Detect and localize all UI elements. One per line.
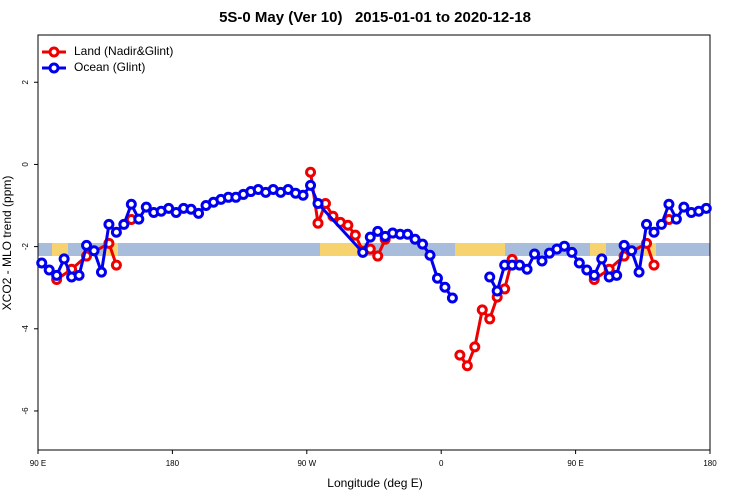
data-point [36, 257, 48, 269]
data-point [431, 272, 443, 284]
data-point [110, 226, 122, 238]
data-point [305, 166, 317, 178]
data-point [58, 253, 70, 265]
y-tick-label: -2 [21, 243, 30, 251]
data-point [81, 239, 93, 251]
data-point [88, 245, 100, 257]
data-point [633, 266, 645, 278]
x-tick-label: 0 [439, 459, 444, 468]
y-tick-label: -4 [21, 325, 30, 333]
y-tick-label: -6 [21, 407, 30, 415]
data-point [626, 245, 638, 257]
data-point [700, 202, 712, 214]
data-point [596, 253, 608, 265]
data-point [678, 201, 690, 213]
legend-label: Land (Nadir&Glint) [74, 44, 173, 58]
data-point [588, 269, 600, 281]
data-point [476, 304, 488, 316]
data-point [641, 218, 653, 230]
data-point [133, 213, 145, 225]
legend-marker [48, 46, 60, 58]
data-point [558, 240, 570, 252]
legend-marker [48, 62, 60, 74]
data-point [655, 218, 667, 230]
data-point [417, 238, 429, 250]
data-point [312, 197, 324, 209]
data-point [193, 207, 205, 219]
y-tick-label: 2 [21, 79, 30, 84]
data-point [454, 349, 466, 361]
data-point [342, 219, 354, 231]
data-point [521, 263, 533, 275]
x-tick-label: 90 E [567, 459, 583, 468]
data-point [648, 226, 660, 238]
data-point [51, 269, 63, 281]
data-point [439, 281, 451, 293]
data-point [372, 225, 384, 237]
data-point [484, 271, 496, 283]
land-band [320, 243, 364, 256]
data-point [312, 217, 324, 229]
data-point [648, 259, 660, 271]
data-point [611, 269, 623, 281]
data-point [95, 266, 107, 278]
data-point [573, 257, 585, 269]
data-point [581, 264, 593, 276]
x-axis-label: Longitude (deg E) [327, 476, 422, 490]
data-point [110, 259, 122, 271]
data-point [409, 233, 421, 245]
data-point [43, 264, 55, 276]
data-point [566, 246, 578, 258]
y-tick-label: 0 [21, 162, 30, 167]
x-tick-label: 90 W [297, 459, 316, 468]
data-point [670, 213, 682, 225]
data-point [469, 341, 481, 353]
land-band [455, 243, 505, 256]
data-point [618, 239, 630, 251]
data-point [140, 201, 152, 213]
legend-label: Ocean (Glint) [74, 60, 145, 74]
data-point [297, 189, 309, 201]
plot-frame [37, 34, 711, 451]
data-point [461, 360, 473, 372]
data-point [372, 250, 384, 262]
series-line [57, 172, 669, 366]
x-tick-label: 180 [703, 459, 717, 468]
data-point [349, 229, 361, 241]
x-tick-label: 180 [166, 459, 180, 468]
data-point [446, 292, 458, 304]
chart-title: 5S-0 May (Ver 10) 2015-01-01 to 2020-12-… [219, 9, 531, 26]
data-point [663, 198, 675, 210]
data-point [305, 179, 317, 191]
data-point [491, 285, 503, 297]
data-point [536, 255, 548, 267]
data-point [118, 218, 130, 230]
data-point [424, 249, 436, 261]
data-point [529, 248, 541, 260]
y-axis-label: XCO2 - MLO trend (ppm) [0, 176, 14, 311]
data-point [484, 313, 496, 325]
data-point [357, 246, 369, 258]
land-band [590, 243, 606, 256]
data-point [364, 231, 376, 243]
data-point [402, 228, 414, 240]
data-point [73, 269, 85, 281]
data-point [103, 218, 115, 230]
land-band [52, 243, 68, 256]
x-tick-label: 90 E [30, 459, 46, 468]
data-point [125, 198, 137, 210]
